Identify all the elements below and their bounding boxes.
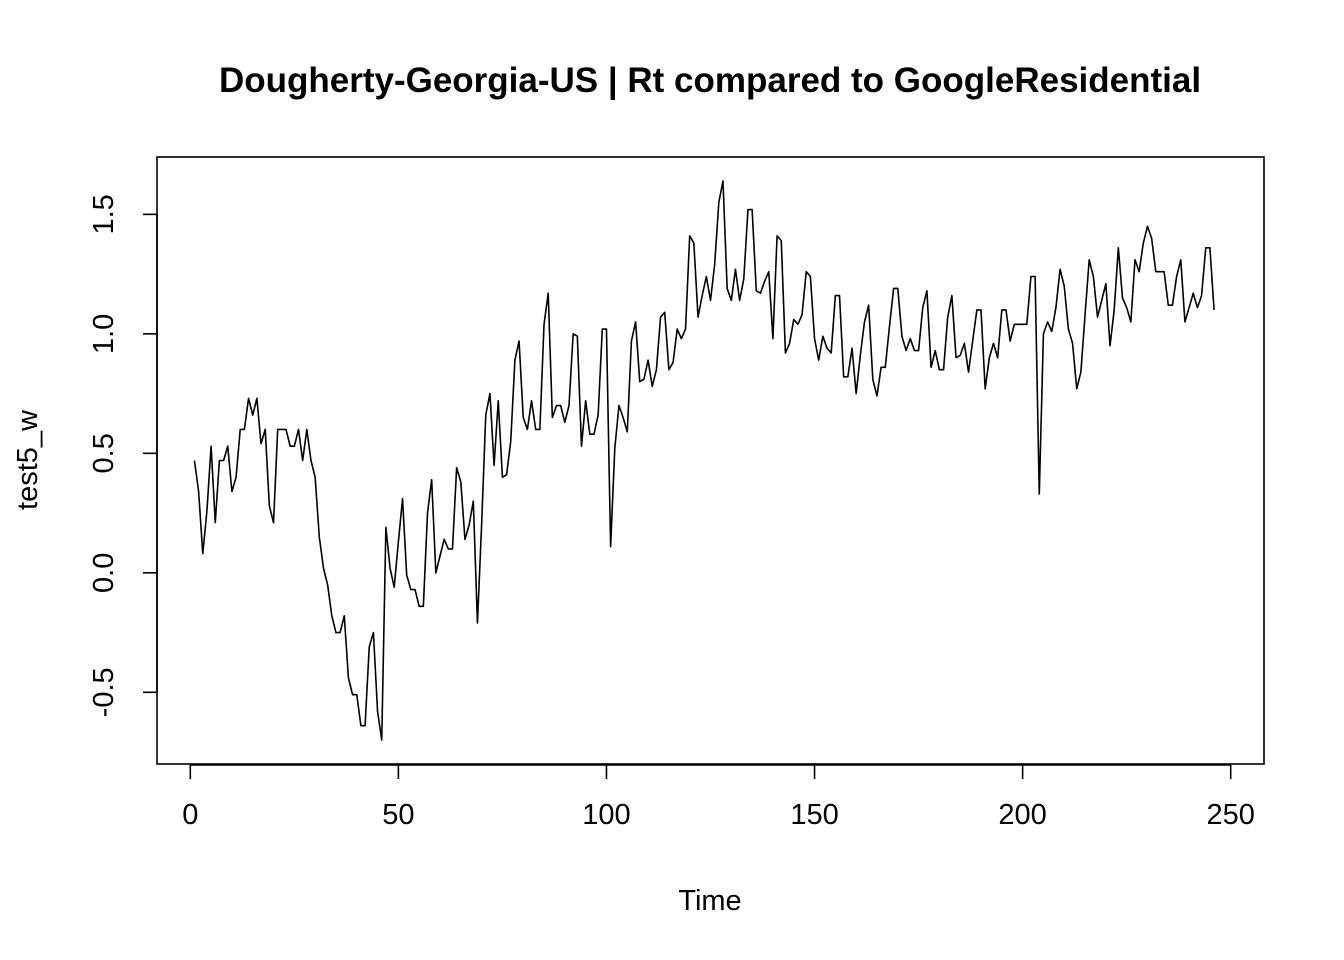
y-tick-label: 0.5 <box>88 433 120 473</box>
x-axis-title: Time <box>678 885 741 917</box>
y-tick-label: 1.5 <box>88 194 120 234</box>
x-tick-label: 200 <box>998 799 1046 831</box>
series-layer <box>193 180 1215 741</box>
x-axis: 0 50 100 150 200 250 <box>182 764 1255 831</box>
y-axis: -0.5 0.0 0.5 1.0 1.5 <box>88 194 158 717</box>
y-tick-label: 1.0 <box>88 314 120 354</box>
x-tick-label: 50 <box>382 799 414 831</box>
x-tick-label: 100 <box>582 799 630 831</box>
x-tick-label: 150 <box>790 799 838 831</box>
x-tick-label: 0 <box>182 799 198 831</box>
y-tick-label: 0.0 <box>88 553 120 593</box>
series-line <box>193 180 1215 741</box>
x-tick-label: 250 <box>1207 799 1255 831</box>
y-tick-label: -0.5 <box>88 667 120 717</box>
plot-frame <box>156 156 1265 765</box>
chart-title: Dougherty-Georgia-US | Rt compared to Go… <box>219 61 1201 100</box>
y-axis-title: test5_w <box>12 409 44 510</box>
